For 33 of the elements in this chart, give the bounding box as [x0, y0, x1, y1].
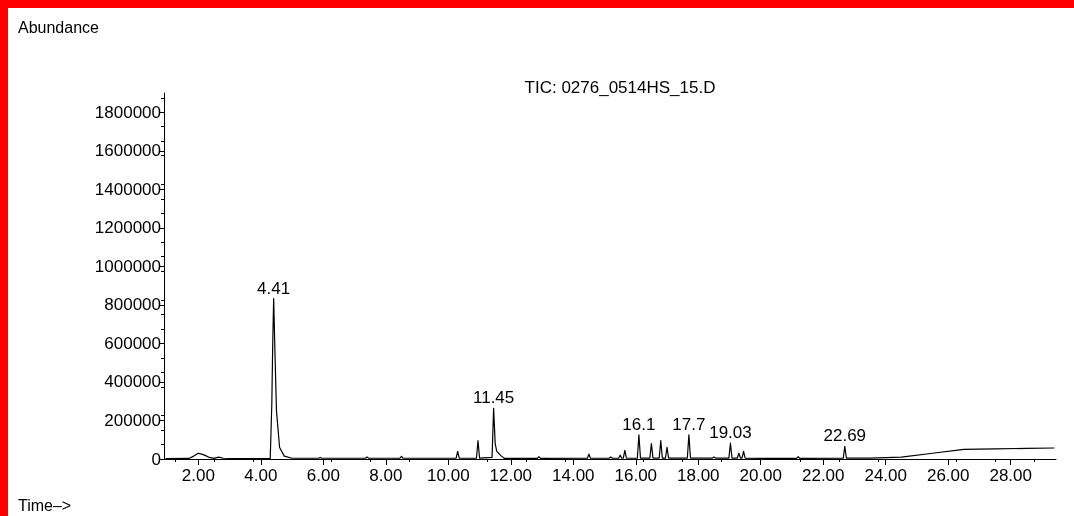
annotation: 11.45	[472, 388, 515, 408]
y-tick-label: 1800000	[94, 102, 161, 122]
x-tick-label: 26.00	[926, 466, 970, 485]
annotation: 4.41	[257, 278, 291, 298]
y-tick-label: 1400000	[94, 179, 161, 199]
y-tick-label: 0	[151, 449, 161, 469]
x-tick-label: 14.00	[552, 466, 595, 485]
y-tick-label: 200000	[104, 410, 161, 430]
y-tick-label: 1600000	[94, 141, 161, 161]
y-tick-label: 400000	[104, 372, 161, 392]
y-tick-label: 800000	[104, 295, 161, 315]
annotation: 19.03	[709, 423, 752, 443]
annotation: 17.7	[672, 414, 706, 434]
x-tick-label: 22.00	[801, 466, 845, 485]
x-tick-label: 12.00	[489, 466, 533, 485]
y-tick-label: 1000000	[94, 256, 161, 276]
annotation: 16.1	[622, 414, 656, 434]
annotation: 22.69	[823, 426, 867, 446]
x-tick-label: 20.00	[739, 466, 783, 485]
y-tick-label: 600000	[104, 333, 161, 353]
x-tick-label: 18.00	[676, 466, 720, 485]
x-tick-label: 4.00	[244, 466, 278, 485]
x-tick-label: 6.00	[306, 466, 340, 485]
x-tick-label: 16.00	[614, 466, 658, 485]
y-axis-title: Abundance	[18, 18, 100, 36]
x-tick-label: 24.00	[864, 466, 907, 485]
x-tick-label: 28.00	[989, 466, 1032, 485]
y-tick-label: 1200000	[94, 218, 161, 238]
x-tick-label: 8.00	[369, 466, 403, 485]
chart-title: TIC: 0276_0514HS_15.D	[524, 78, 716, 97]
x-tick-label: 2.00	[181, 466, 215, 485]
x-axis-title: Time–>	[18, 496, 72, 514]
x-tick-label: 10.00	[427, 466, 470, 485]
